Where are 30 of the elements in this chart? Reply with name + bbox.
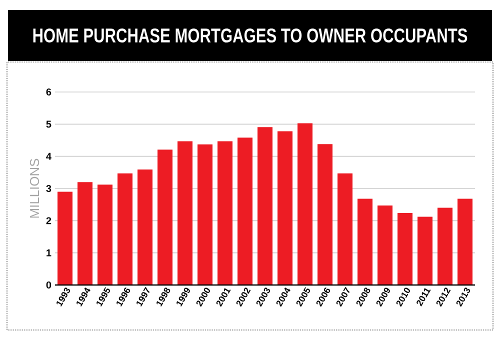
y-tick-label: 2: [46, 217, 52, 224]
y-tick-label: 0: [46, 281, 52, 289]
bar: [398, 212, 413, 285]
bar: [138, 170, 153, 285]
y-tick-label: 6: [46, 88, 52, 96]
y-tick-label: 4: [46, 152, 52, 160]
bar: [358, 198, 373, 285]
y-axis-title: MILLIONS: [30, 158, 40, 218]
bar: [258, 127, 273, 285]
bar: [318, 144, 333, 285]
bar: [378, 206, 393, 285]
bar: [118, 173, 133, 285]
bar: [298, 123, 313, 285]
bar: [98, 184, 113, 285]
bar: [458, 198, 473, 285]
bar: [278, 131, 293, 285]
bar: [238, 138, 253, 285]
y-tick-label: 3: [46, 184, 52, 192]
bar: [218, 141, 233, 285]
bar: [58, 192, 73, 285]
chart-title: HOME PURCHASE MORTGAGES TO OWNER OCCUPANTS: [33, 28, 468, 43]
y-tick-label: 5: [46, 120, 52, 128]
bar: [438, 208, 453, 285]
bar: [78, 182, 93, 285]
bar: [178, 141, 193, 285]
bar: [198, 144, 213, 285]
y-tick-label: 1: [46, 249, 52, 256]
bar: [338, 173, 353, 285]
bar: [418, 216, 433, 285]
bar: [158, 150, 173, 285]
